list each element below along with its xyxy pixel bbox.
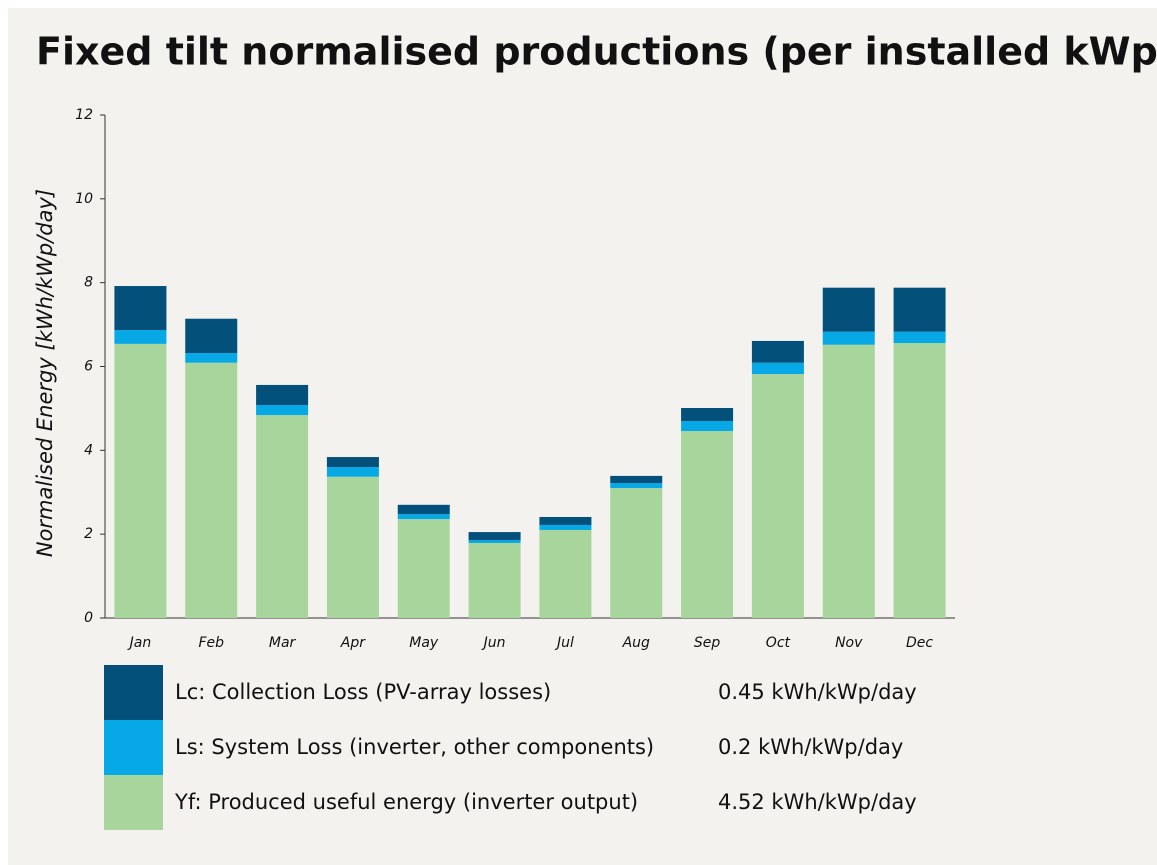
y-tick-label: 2 [84,526,93,542]
x-tick-label: Apr [340,635,366,651]
x-tick-label: Aug [622,635,650,651]
bar-segment [468,532,521,541]
x-tick-label: Jun [481,635,506,651]
bar-segment [185,353,238,363]
x-tick-label: Jan [127,635,152,651]
legend-swatch [104,665,163,720]
bar-segment [256,415,309,618]
bar-segment [751,374,804,618]
bar-segment [326,467,379,477]
legend-label: Lc: Collection Loss (PV-array losses) [175,680,551,704]
bar-segment [185,318,238,354]
bar-segment [185,362,238,618]
bar-segment [893,287,946,332]
bar-segment [893,331,946,344]
bar-segment [539,524,592,530]
bar-segment [114,343,167,618]
y-tick-label: 0 [84,610,93,626]
x-tick-label: May [409,635,439,651]
bar-segment [822,287,875,332]
x-tick-label: Nov [835,635,863,651]
bar-segment [822,331,875,345]
bar-segment [114,330,167,344]
y-tick-label: 6 [84,359,93,375]
legend-swatch [104,775,163,830]
bar-segment [397,514,450,520]
bar-segment [610,488,663,618]
x-tick-label: Dec [906,635,933,651]
bar-segment [397,519,450,618]
bar-segment [114,286,167,331]
x-tick-label: Oct [766,635,791,651]
bar-segment [681,431,734,618]
bar-segment [326,476,379,618]
bar-segment [681,420,734,432]
bar-segment [468,542,521,618]
bar-segment [751,362,804,375]
chart-title: Fixed tilt normalised productions (per i… [36,30,1157,74]
legend-average: 0.2 kWh/kWp/day [718,735,903,759]
y-axis-label: Normalised Energy [kWh/kWp/day] [33,189,57,557]
y-tick-label: 8 [84,275,93,291]
bar-segment [256,384,309,406]
x-tick-label: Jul [554,635,574,651]
legend-average: 4.52 kWh/kWp/day [718,790,917,814]
bar-segment [326,457,379,468]
x-tick-label: Mar [269,635,297,651]
legend-swatch [104,720,163,775]
bar-segment [397,504,450,515]
bar-segment [610,475,663,484]
x-tick-label: Feb [198,635,224,651]
bar-segment [256,405,309,416]
y-tick-label: 12 [75,107,93,123]
legend-label: Ls: System Loss (inverter, other compone… [175,735,654,759]
y-tick-label: 10 [75,191,93,207]
bar-segment [539,529,592,618]
bar-segment [822,344,875,618]
bar-segment [681,407,734,421]
bar-segment [751,340,804,363]
legend-average: 0.45 kWh/kWp/day [718,680,917,704]
bar-segment [539,516,592,525]
bar-segment [610,483,663,489]
legend-label: Yf: Produced useful energy (inverter out… [174,790,638,814]
bar-segment [893,343,946,618]
x-tick-label: Sep [694,635,721,651]
bar-segment [468,540,521,543]
y-tick-label: 4 [84,442,93,458]
